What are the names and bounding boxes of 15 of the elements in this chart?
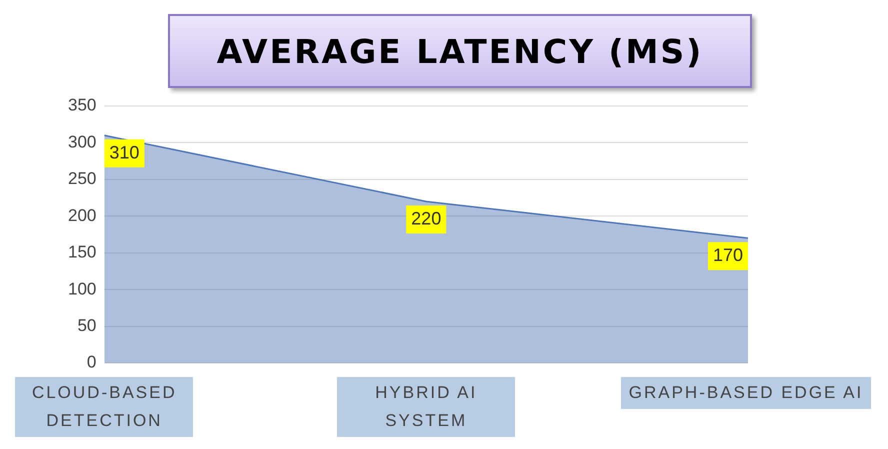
- y-tick-label: 250: [68, 169, 96, 188]
- data-label: 310: [109, 142, 140, 162]
- y-tick-label: 100: [68, 279, 96, 298]
- data-label: 170: [712, 245, 744, 266]
- y-tick-label: 350: [68, 96, 96, 115]
- y-tick-label: 300: [68, 132, 96, 152]
- y-tick-label: 50: [77, 316, 96, 335]
- x-tick-label: CLOUD-BASED DETECTION: [15, 377, 194, 437]
- y-tick-label: 0: [86, 352, 96, 372]
- y-tick-label: 200: [68, 206, 96, 225]
- x-tick-label: GRAPH-BASED EDGE AI: [621, 377, 871, 409]
- x-tick-label: HYBRID AI SYSTEM: [337, 377, 516, 437]
- data-label: 220: [411, 208, 442, 228]
- y-tick-label: 150: [68, 242, 96, 262]
- chart-title: AVERAGE LATENCY (MS): [168, 14, 752, 88]
